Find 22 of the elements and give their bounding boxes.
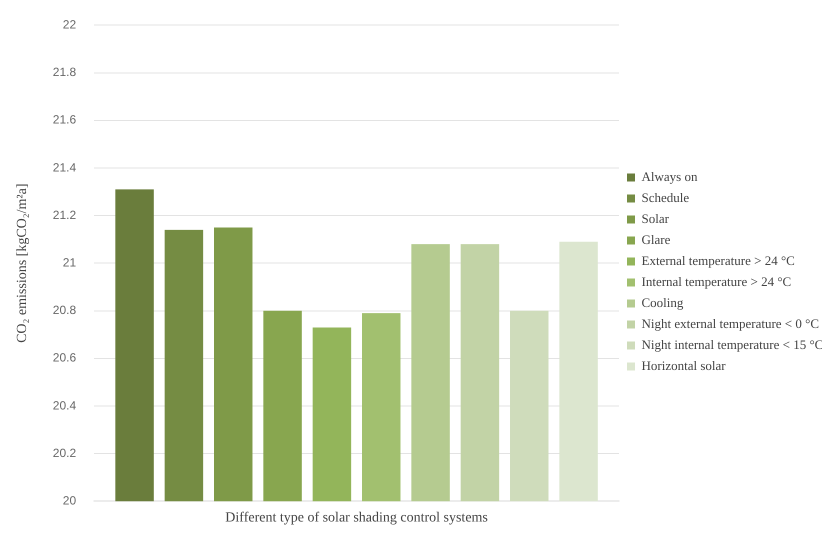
y-tick-label: 22 (62, 18, 76, 32)
legend-label: Solar (642, 210, 670, 226)
legend-label: Horizontal solar (642, 358, 726, 373)
y-tick-label: 20.6 (52, 350, 76, 365)
y-tick-label: 20.2 (52, 446, 76, 460)
legend-label: Cooling (642, 294, 684, 310)
legend-label: Glare (642, 232, 671, 247)
y-tick-label: 21 (62, 256, 76, 270)
y-tick-label: 21.4 (52, 160, 76, 174)
y-tick-label: 21.6 (52, 112, 76, 127)
y-tick-label: 20.8 (52, 303, 76, 318)
legend-label: Internal temperature > 24 °C (642, 274, 792, 289)
legend-label: External temperature > 24 °C (642, 252, 795, 268)
legend-label: Always on (642, 168, 698, 184)
legend-label: Night external temperature < 0 °C (642, 316, 819, 331)
y-tick-label: 21.2 (52, 208, 76, 222)
x-tick-label: Different type of solar shading control systems (225, 510, 488, 526)
y-tick-label: 21.8 (52, 65, 76, 80)
y-tick-label: 20.4 (52, 398, 76, 412)
legend-label: Schedule (642, 190, 690, 205)
y-tick-label: 20 (62, 494, 76, 508)
y-axis-title: CO₂ emissions [kgCO₂/m²a] (15, 183, 30, 343)
